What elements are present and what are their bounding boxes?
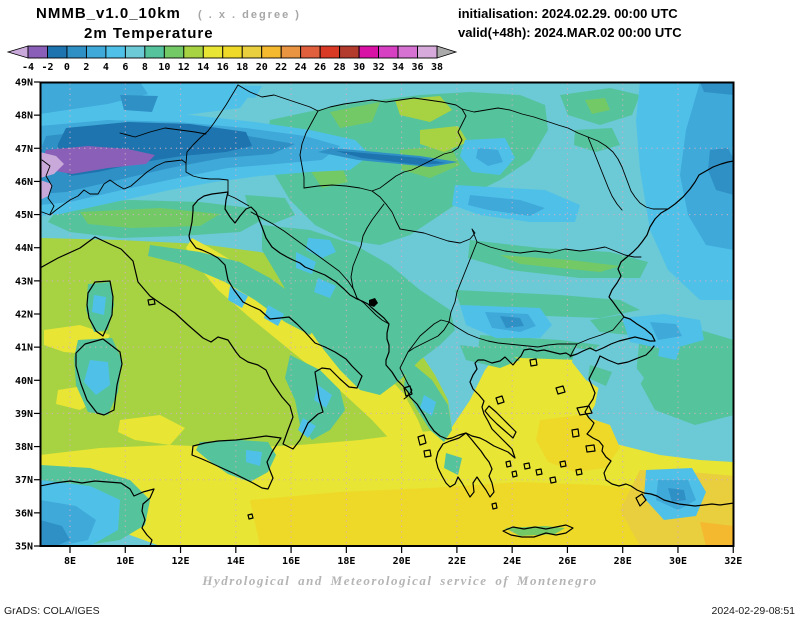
- map-frame: [39, 81, 735, 547]
- svg-text:36: 36: [412, 62, 424, 73]
- temperature-field: [41, 83, 733, 545]
- svg-text:41N: 41N: [15, 343, 33, 354]
- creation-timestamp: 2024-02-29-08:51: [711, 605, 795, 617]
- attribution-text: Hydrological and Meteorological service …: [202, 573, 598, 588]
- svg-text:16E: 16E: [282, 556, 300, 567]
- border-layer: [41, 84, 669, 400]
- svg-text:35N: 35N: [15, 542, 33, 553]
- svg-text:30E: 30E: [669, 556, 687, 567]
- svg-text:6: 6: [122, 62, 128, 73]
- svg-text:40N: 40N: [15, 376, 33, 387]
- svg-text:22E: 22E: [448, 556, 466, 567]
- colorbar: -4 -2 0 2 4 6 8 10 12 14 16 18 20 22 24 26 28 30 32 34 36 38: [6, 45, 458, 73]
- svg-text:20: 20: [256, 62, 268, 73]
- svg-text:26E: 26E: [558, 556, 576, 567]
- model-subtitle: ( . x . degree ): [198, 9, 301, 21]
- svg-text:12E: 12E: [172, 556, 190, 567]
- svg-text:22: 22: [275, 62, 287, 73]
- svg-text:44N: 44N: [15, 243, 33, 254]
- svg-text:46N: 46N: [15, 177, 33, 188]
- svg-text:20E: 20E: [393, 556, 411, 567]
- svg-text:28: 28: [334, 62, 346, 73]
- svg-text:10E: 10E: [116, 556, 134, 567]
- svg-text:14E: 14E: [227, 556, 245, 567]
- svg-text:32E: 32E: [724, 556, 742, 567]
- svg-text:2: 2: [83, 62, 89, 73]
- svg-text:34: 34: [392, 62, 404, 73]
- svg-text:16: 16: [217, 62, 229, 73]
- svg-text:24E: 24E: [503, 556, 521, 567]
- svg-text:32: 32: [373, 62, 385, 73]
- svg-text:43N: 43N: [15, 276, 33, 287]
- initialisation-line: initialisation: 2024.02.29. 00:00 UTC: [458, 6, 678, 21]
- svg-text:8: 8: [142, 62, 148, 73]
- svg-text:14: 14: [197, 62, 209, 73]
- variable-title: 2m Temperature: [84, 25, 214, 42]
- svg-text:0: 0: [64, 62, 70, 73]
- svg-text:18E: 18E: [337, 556, 355, 567]
- svg-text:26: 26: [314, 62, 326, 73]
- svg-text:36N: 36N: [15, 508, 33, 519]
- svg-text:10: 10: [158, 62, 170, 73]
- svg-text:30: 30: [353, 62, 365, 73]
- svg-text:45N: 45N: [15, 210, 33, 221]
- svg-text:47N: 47N: [15, 144, 33, 155]
- svg-text:37N: 37N: [15, 475, 33, 486]
- svg-text:4: 4: [103, 62, 109, 73]
- svg-text:-2: -2: [41, 62, 53, 73]
- svg-text:49N: 49N: [15, 78, 33, 89]
- svg-text:39N: 39N: [15, 409, 33, 420]
- coastline-layer: [41, 160, 733, 545]
- valid-line: valid(+48h): 2024.MAR.02 00:00 UTC: [458, 25, 682, 40]
- grads-credit: GrADS: COLA/IGES: [4, 605, 100, 617]
- svg-text:18: 18: [236, 62, 248, 73]
- svg-text:24: 24: [295, 62, 307, 73]
- svg-text:38: 38: [431, 62, 443, 73]
- svg-text:38N: 38N: [15, 442, 33, 453]
- svg-text:8E: 8E: [64, 556, 76, 567]
- svg-text:42N: 42N: [15, 310, 33, 321]
- axis-layer: 49N 48N 47N 46N 45N 44N 43N 42N 41N 40N 39N 38N 37N 3…: [15, 78, 742, 568]
- svg-text:28E: 28E: [614, 556, 632, 567]
- svg-text:12: 12: [178, 62, 190, 73]
- svg-text:48N: 48N: [15, 111, 33, 122]
- grid-layer: [41, 83, 733, 545]
- model-title: NMMB_v1.0_10km: [36, 5, 181, 22]
- svg-text:-4: -4: [22, 62, 34, 73]
